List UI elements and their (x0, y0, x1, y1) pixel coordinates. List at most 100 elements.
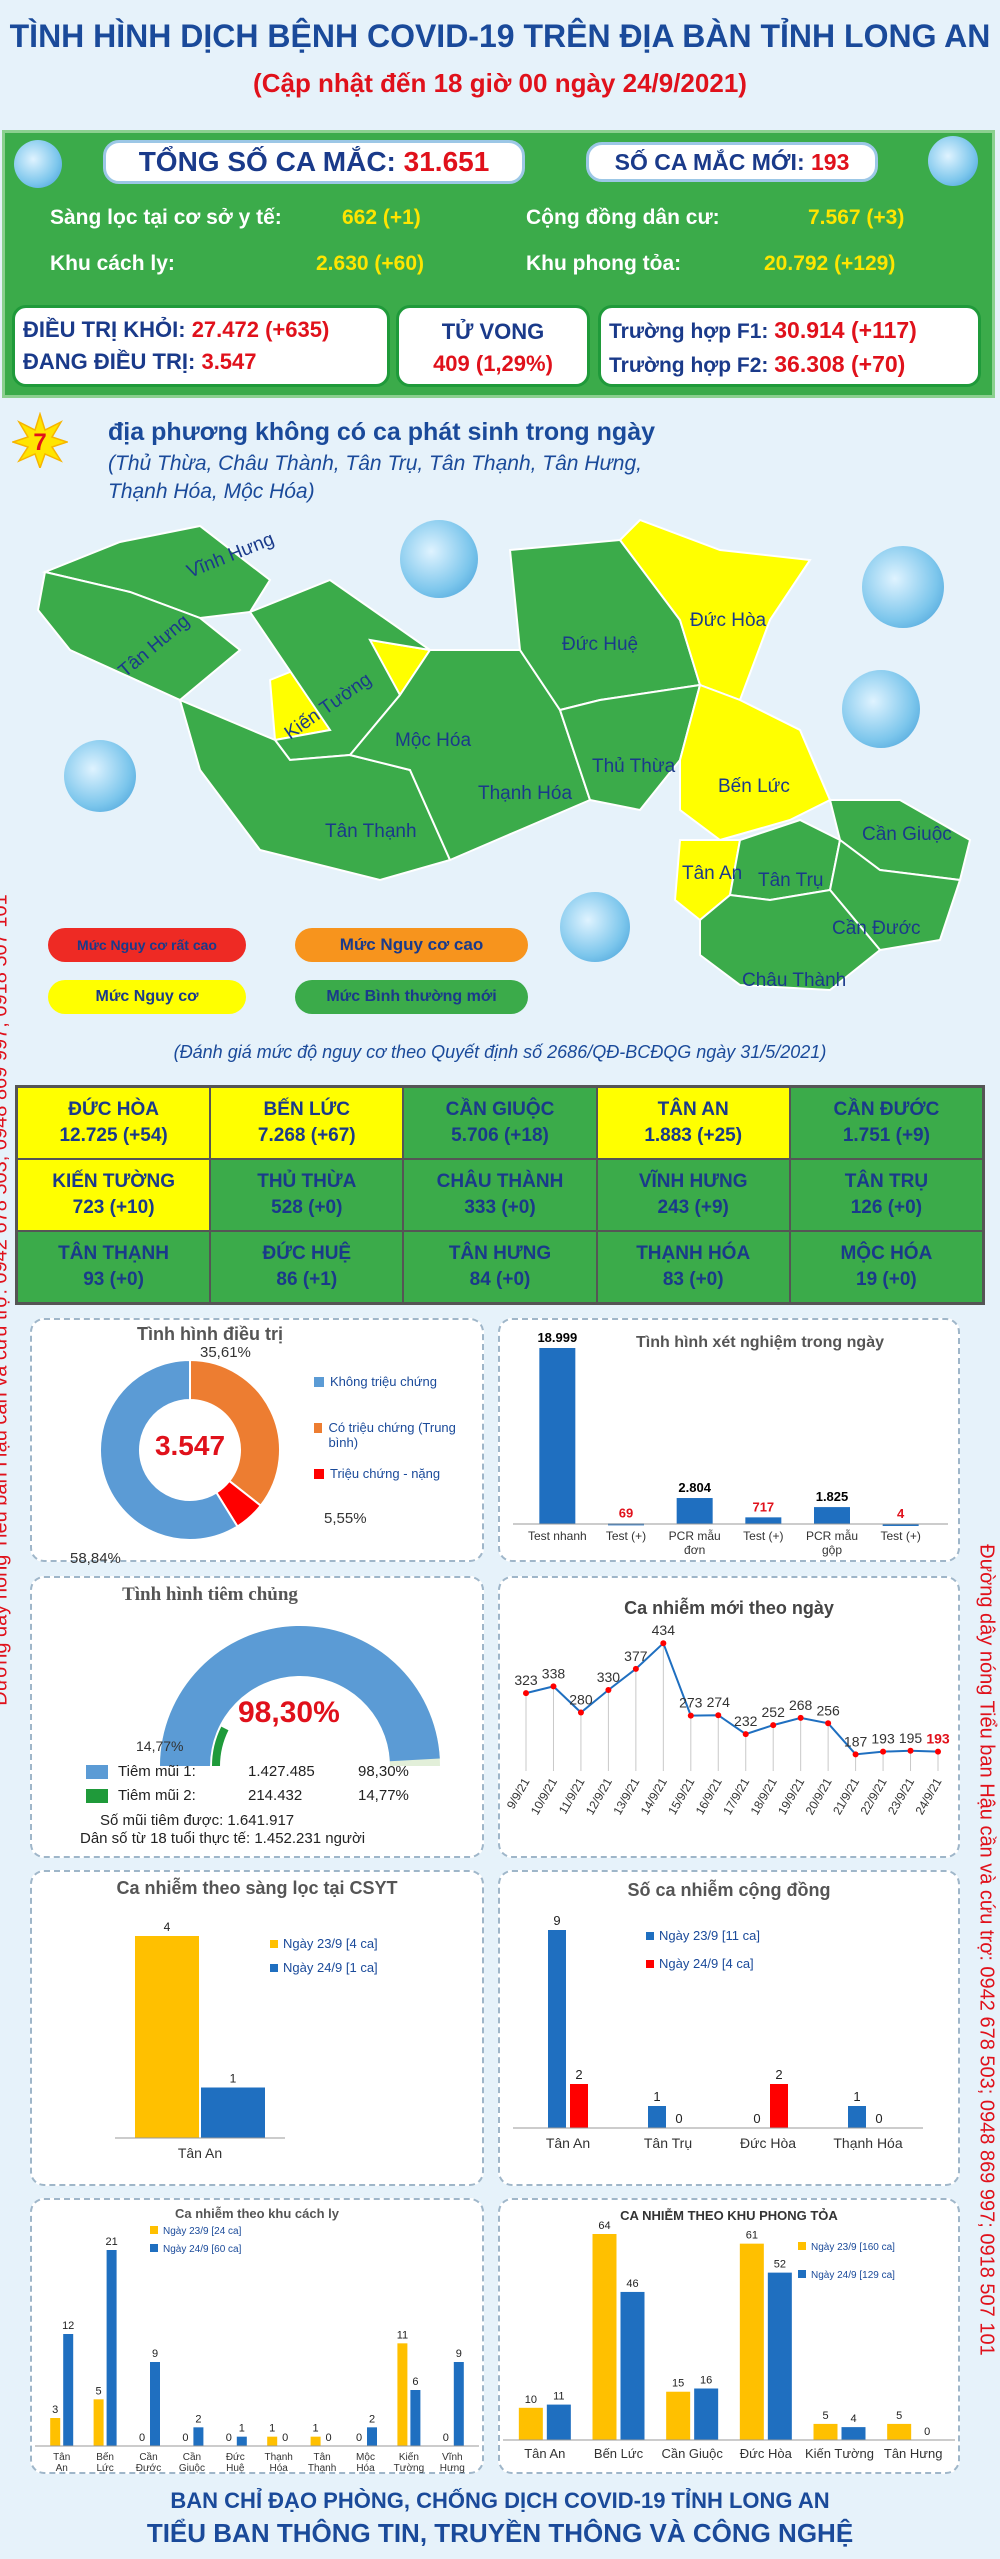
data-label: 5 (896, 2410, 902, 2422)
district-name: THỦ THỪA (257, 1171, 357, 1193)
tick-label: đơn (684, 1543, 705, 1557)
treatment-donut-chart (99, 1358, 281, 1541)
district-table: ĐỨC HÒA 12.725 (+54) BẾN LỨC 7.268 (+67) CẦN… (15, 1085, 985, 1305)
tick-label: Bến Lức (594, 2446, 644, 2461)
data-label: 195 (899, 1730, 923, 1746)
treatment-title: Tình hình điều trị (137, 1324, 283, 1344)
district-map: Vĩnh Hưng Tân Hưng Kiến Tường Mộc Hóa Tâ… (36, 518, 972, 992)
bar (193, 2427, 204, 2446)
bar (546, 2404, 571, 2440)
dose2-swatch (86, 1789, 108, 1803)
tick-label: PCR mẫu (806, 1528, 858, 1543)
data-point (715, 1712, 722, 1719)
data-point (687, 1712, 694, 1719)
data-label: 717 (752, 1499, 774, 1514)
treating-label: ĐANG ĐIỀU TRỊ: (23, 349, 196, 374)
bar (745, 1517, 782, 1524)
legend-label: Ngày 24/9 [1 ca] (283, 1960, 378, 1975)
tick-label-part: An (56, 2463, 68, 2474)
bar (93, 2399, 104, 2446)
pct-label: 5,55% (324, 1510, 367, 1527)
data-label: 1 (239, 2423, 245, 2435)
tick-label-part: Kiến (399, 2451, 419, 2463)
data-label: 4 (897, 1506, 905, 1521)
bar (620, 2291, 645, 2440)
stat-value: 20.792 (+129) (764, 252, 896, 275)
bar (694, 2388, 719, 2440)
region-thanh-hoa (348, 649, 592, 862)
tick-label: Đức Hòa (740, 2446, 793, 2461)
district-value: 19 (+0) (856, 1269, 917, 1290)
data-label: 2 (775, 2067, 782, 2082)
bar (267, 2436, 278, 2446)
district-cell: VĨNH HƯNG 243 (+9) (596, 1159, 790, 1231)
legend-label: Ngày 24/9 [60 ca] (163, 2244, 242, 2255)
district-cell: THẠNH HÓA 83 (+0) (596, 1231, 790, 1303)
bar (767, 2272, 792, 2440)
data-label: 4 (164, 1920, 171, 1934)
tick-label: Test (+) (880, 1529, 920, 1543)
legend-label: Triệu chứng - nặng (330, 1466, 441, 1481)
district-value: 84 (+0) (469, 1269, 531, 1290)
data-label: 0 (753, 2111, 760, 2126)
tick-label-part: Huệ (226, 2463, 245, 2474)
data-label: 5 (822, 2410, 828, 2422)
adult-value: 1.452.231 người (254, 1830, 366, 1847)
data-point (660, 1640, 667, 1647)
bar (848, 2106, 866, 2128)
district-value: 126 (+0) (850, 1197, 923, 1218)
data-point (880, 1748, 887, 1755)
map-label: Đức Hòa (690, 610, 767, 631)
stat-quarantine: Khu cách ly: 2.630 (+60) (50, 252, 424, 276)
district-cell: TÂN THẠNH 93 (+0) (17, 1231, 211, 1303)
recovered-label: ĐIỀU TRỊ KHỎI: (23, 317, 186, 342)
district-value: 5.706 (+18) (451, 1125, 549, 1146)
map-regions (36, 518, 972, 992)
district-cell: CẦN ĐƯỚC 1.751 (+9) (789, 1087, 983, 1159)
stat-community: Cộng đồng dân cư: 7.567 (+3) (526, 206, 904, 230)
map-label: Bến Lức (718, 776, 790, 797)
dose2-pct: 14,77% (358, 1787, 409, 1804)
data-label: 1 (853, 2089, 860, 2104)
bar (397, 2343, 408, 2446)
contacts-box: Trường hợp F1: 30.914 (+117) Trường hợp … (598, 305, 981, 387)
tick-label: Bến Lức (96, 2451, 114, 2474)
data-label: 330 (597, 1669, 621, 1685)
vaccination-stats: Tiêm mũi 1: 1.427.485 98,30% Tiêm mũi 2: 21… (86, 1760, 409, 1808)
tick-label: Đức Huệ (226, 2452, 245, 2474)
tick-label: Thạnh Hóa (265, 2452, 293, 2474)
virus-icon (14, 140, 62, 188)
tick-label-part: Bến (96, 2451, 114, 2463)
stat-value: 2.630 (+60) (316, 252, 424, 275)
region-tan-hung (36, 570, 242, 702)
tick-label: Tân An (546, 2135, 590, 2151)
data-label: 4 (850, 2413, 856, 2425)
risk-note: (Đánh giá mức độ nguy cơ theo Quyết định… (173, 1042, 827, 1062)
data-label: 256 (816, 1702, 840, 1718)
data-point (935, 1748, 941, 1755)
data-label: 434 (652, 1622, 676, 1638)
bar (410, 2390, 421, 2446)
adult-population: Dân số từ 18 tuổi thực tế: 1.452.231 ngư… (80, 1830, 480, 1847)
district-cell: ĐỨC HUỆ 86 (+1) (210, 1231, 404, 1303)
tick-label: 10/9/21 (528, 1775, 560, 1817)
legend-item: Không triệu chứng (314, 1374, 464, 1389)
map-label: Tân An (682, 863, 742, 884)
region-duc-hoa (618, 518, 812, 702)
tick-label: 24/9/21 (912, 1775, 944, 1817)
dose1-swatch (86, 1765, 108, 1779)
data-label: 12 (62, 2320, 74, 2332)
legend-swatch (270, 1940, 278, 1948)
data-label: 0 (139, 2432, 145, 2444)
data-label: 21 (105, 2236, 117, 2248)
map-label: Thạnh Hóa (478, 783, 572, 804)
tick-label: Tân An (178, 2145, 222, 2161)
district-name: BẾN LỨC (263, 1099, 351, 1121)
district-name: CẦN GIUỘC (445, 1099, 555, 1121)
death-value: 409 (1,29%) (433, 351, 553, 376)
data-label: 2 (369, 2413, 375, 2425)
data-label: 1 (653, 2089, 660, 2104)
legend-label: Ngày 24/9 [129 ca] (811, 2270, 895, 2281)
f2-label: Trường hợp F2: (609, 354, 769, 377)
dose2-value: 214.432 (248, 1787, 303, 1804)
